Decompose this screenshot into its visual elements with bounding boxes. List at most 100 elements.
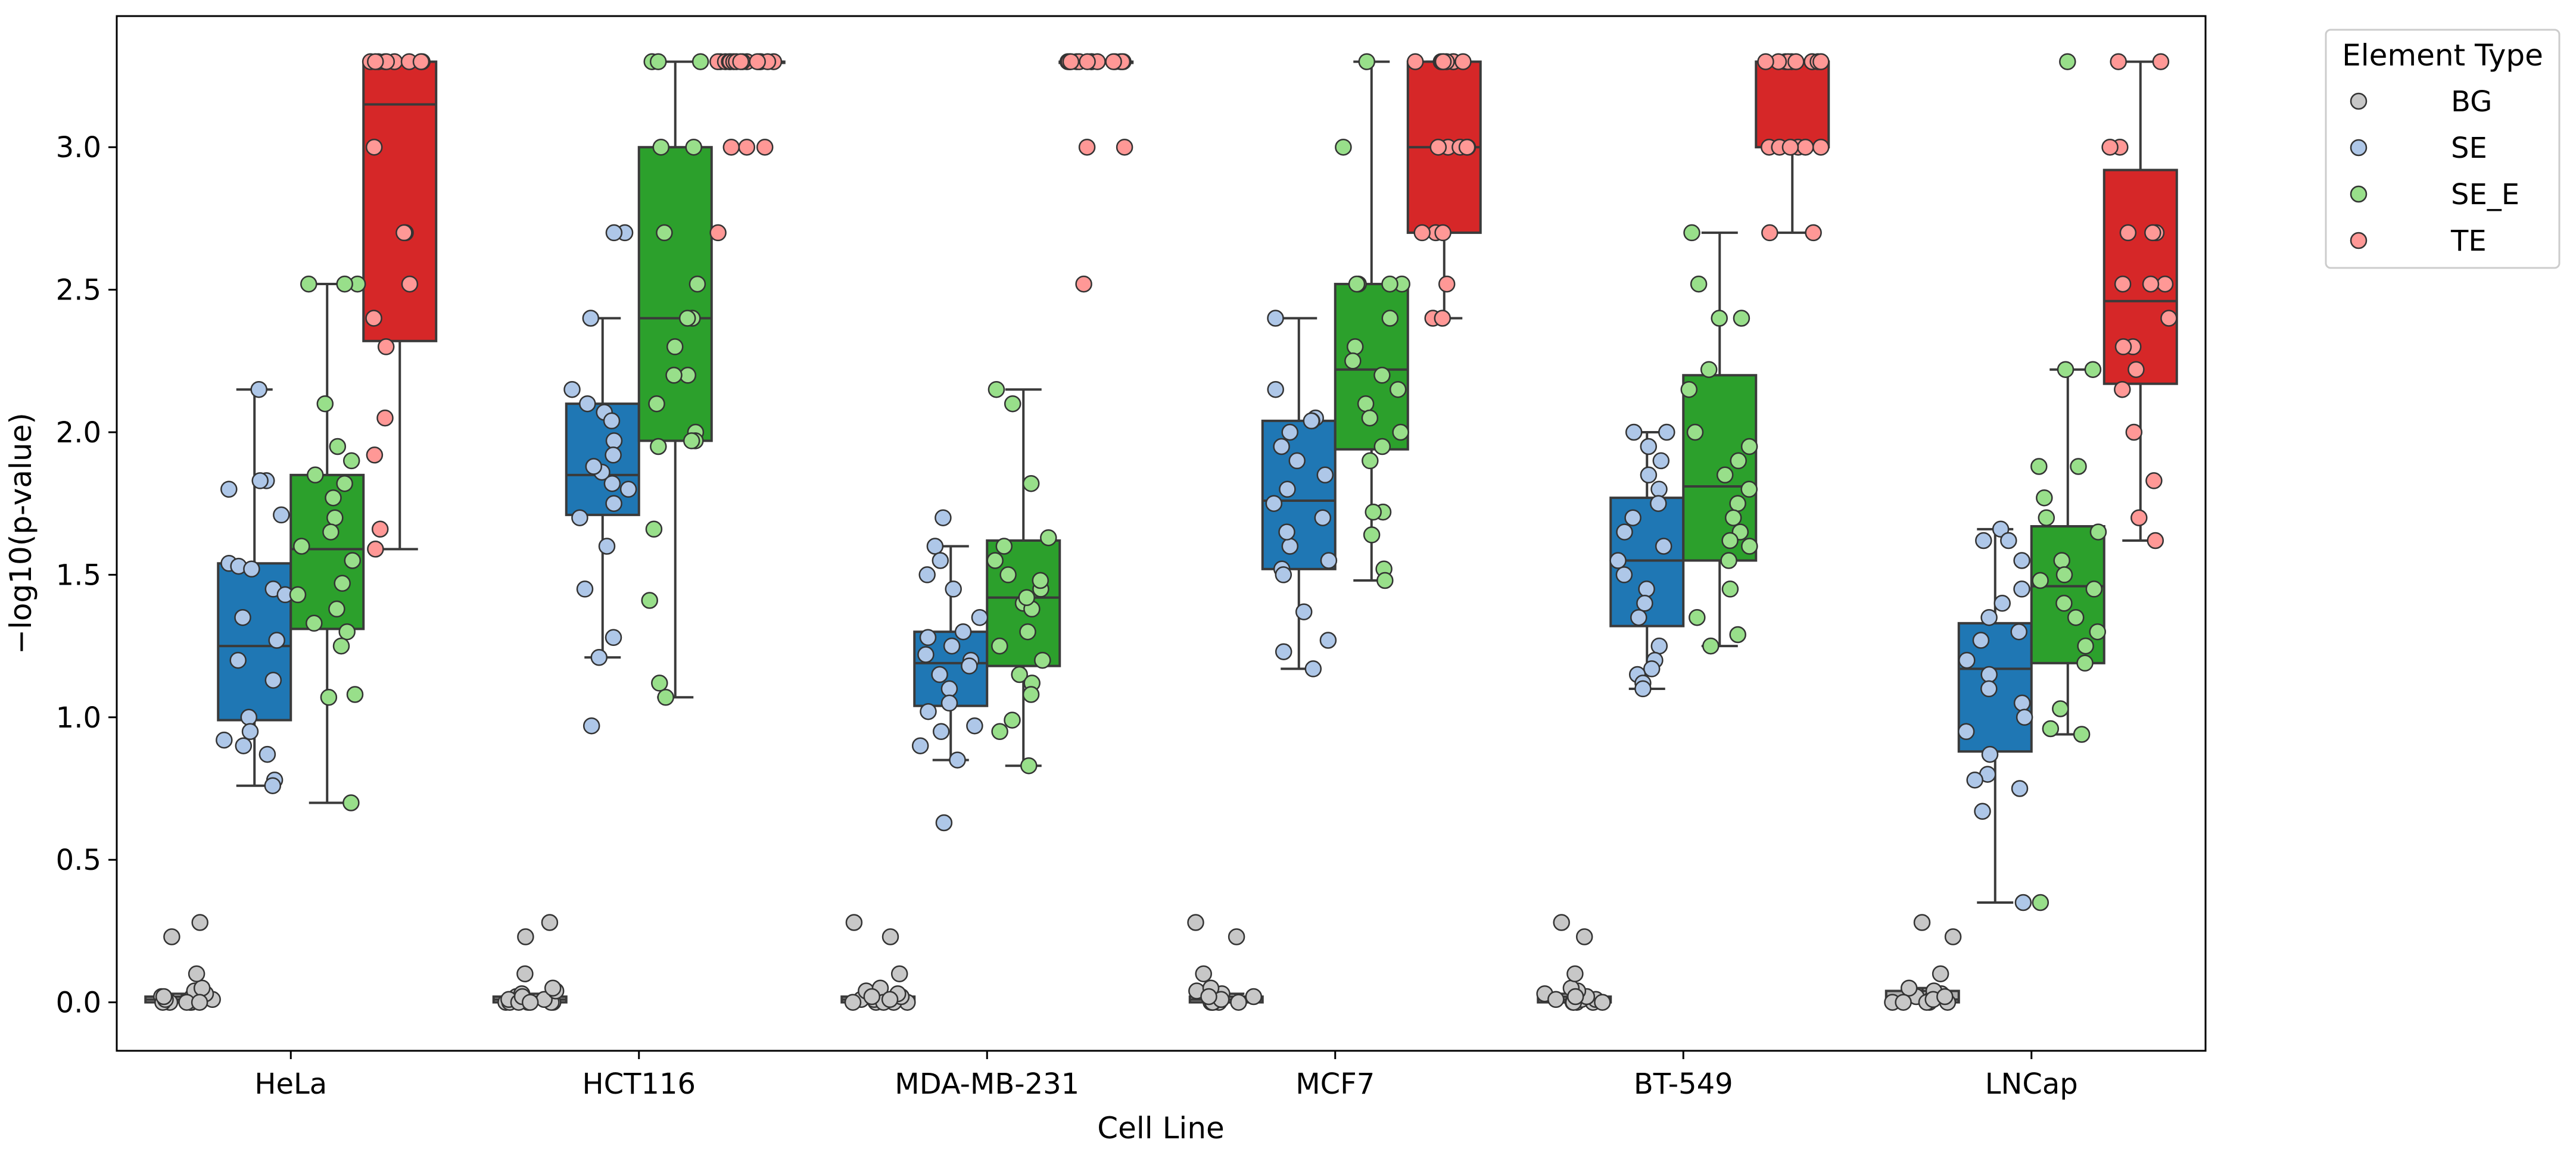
legend-item-BG: BG	[2350, 85, 2492, 118]
data-point	[365, 138, 383, 156]
data-point	[932, 552, 949, 569]
data-point	[1680, 380, 1698, 398]
data-point	[890, 965, 908, 982]
data-point	[1078, 138, 1096, 156]
data-point	[2089, 523, 2107, 541]
data-point	[2000, 532, 2017, 550]
data-point	[1062, 53, 1080, 70]
data-point	[541, 914, 559, 931]
data-point	[2101, 138, 2119, 156]
data-point	[1434, 224, 1451, 242]
data-point	[1700, 361, 1718, 378]
data-point	[240, 708, 258, 726]
data-point	[1344, 352, 1362, 370]
data-point	[2014, 894, 2032, 911]
data-point	[1724, 509, 1742, 526]
data-point	[666, 338, 684, 355]
x-tick-label: BT-549	[1634, 1067, 1733, 1101]
data-point	[316, 395, 334, 413]
data-point	[940, 694, 958, 712]
data-point	[986, 552, 1004, 569]
data-point	[1615, 566, 1633, 583]
data-point	[645, 520, 663, 538]
data-point	[991, 637, 1008, 655]
y-tick-label: 2.0	[56, 416, 101, 449]
data-point	[749, 53, 766, 70]
data-point	[1116, 138, 1133, 156]
data-point	[1609, 552, 1627, 569]
data-point	[1406, 53, 1424, 70]
y-tick-label: 2.5	[56, 274, 101, 307]
data-point	[2085, 580, 2103, 598]
data-point	[2055, 595, 2073, 612]
data-point	[954, 623, 972, 641]
data-point	[1346, 338, 1364, 355]
data-point	[1376, 572, 1394, 589]
x-tick-label: LNCap	[1985, 1067, 2078, 1101]
data-point	[2036, 489, 2053, 507]
series-TE-points	[362, 53, 2178, 558]
data-point	[689, 275, 706, 293]
data-point	[1957, 723, 1975, 741]
data-point	[585, 458, 603, 475]
data-point	[367, 541, 384, 558]
series-SE-points	[216, 224, 2033, 911]
legend: Element Type BG SE SE_E TE	[2325, 29, 2561, 269]
data-point	[1381, 275, 1398, 293]
data-point	[1812, 53, 1830, 70]
box-iqr	[637, 146, 713, 442]
data-point	[1812, 138, 1830, 156]
data-point	[1702, 637, 1720, 655]
data-point	[241, 723, 259, 741]
data-point	[920, 703, 937, 720]
legend-label: SE_E	[2451, 178, 2519, 211]
data-point	[1686, 423, 1704, 441]
data-point	[2144, 224, 2161, 242]
data-point	[945, 580, 962, 598]
legend-item-SE_E: SE_E	[2350, 178, 2519, 211]
data-point	[1630, 608, 1647, 626]
data-point	[1458, 138, 1476, 156]
data-point	[685, 138, 702, 156]
data-point	[1638, 580, 1655, 598]
data-point	[605, 495, 622, 512]
series-SE-group	[217, 317, 2033, 904]
data-point	[1958, 651, 1976, 669]
data-point	[2077, 637, 2094, 655]
data-point	[1625, 423, 1643, 441]
data-point	[1303, 412, 1320, 430]
data-point	[521, 994, 539, 1011]
box-iqr	[1261, 419, 1337, 570]
data-point	[2142, 275, 2160, 293]
data-point	[1022, 474, 1040, 492]
data-point	[1034, 651, 1051, 669]
data-point	[2038, 509, 2055, 526]
data-point	[1655, 538, 1672, 555]
data-point	[251, 472, 269, 489]
data-point	[188, 965, 205, 982]
legend-label: TE	[2450, 224, 2487, 258]
data-point	[234, 608, 251, 626]
data-point	[1980, 666, 1998, 683]
plot-frame	[116, 15, 2207, 1052]
data-point	[376, 409, 394, 427]
data-point	[1640, 438, 1658, 455]
data-point	[571, 509, 588, 526]
data-point	[2013, 694, 2031, 712]
data-point	[1278, 523, 1295, 541]
data-point	[1650, 495, 1667, 512]
data-point	[1932, 965, 1949, 982]
data-point	[258, 745, 276, 763]
data-point	[377, 338, 395, 355]
data-point	[582, 310, 600, 327]
data-point	[1275, 643, 1292, 660]
data-point	[342, 794, 360, 811]
data-point	[1761, 224, 1778, 242]
data-point	[590, 649, 608, 666]
data-point	[2032, 894, 2049, 911]
data-point	[268, 632, 285, 649]
data-point	[1275, 566, 1292, 583]
data-point	[264, 672, 282, 689]
data-point	[1740, 480, 1758, 498]
data-point	[155, 988, 173, 1006]
